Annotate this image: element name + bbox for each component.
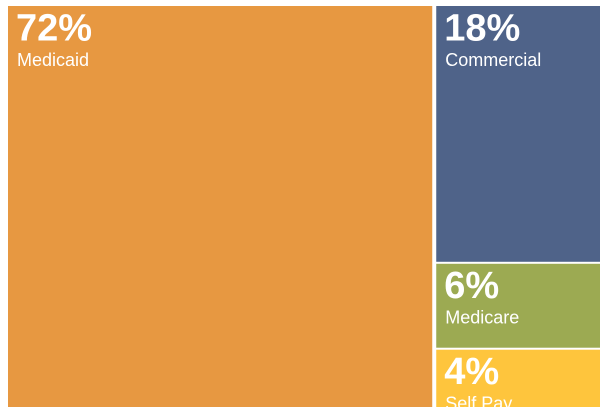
category-label: Medicare: [445, 308, 519, 328]
category-label: Self Pay: [445, 394, 512, 407]
treemap-cell: [436, 263, 600, 348]
value-label: 72%: [16, 7, 92, 49]
value-label: 18%: [444, 7, 520, 49]
treemap-cell: [436, 6, 600, 262]
treemap-cell: [436, 349, 600, 407]
treemap-cell: [8, 6, 433, 407]
category-label: Medicaid: [17, 50, 89, 70]
value-label: 4%: [444, 351, 499, 393]
category-label: Commercial: [445, 50, 541, 70]
value-label: 6%: [444, 265, 499, 307]
